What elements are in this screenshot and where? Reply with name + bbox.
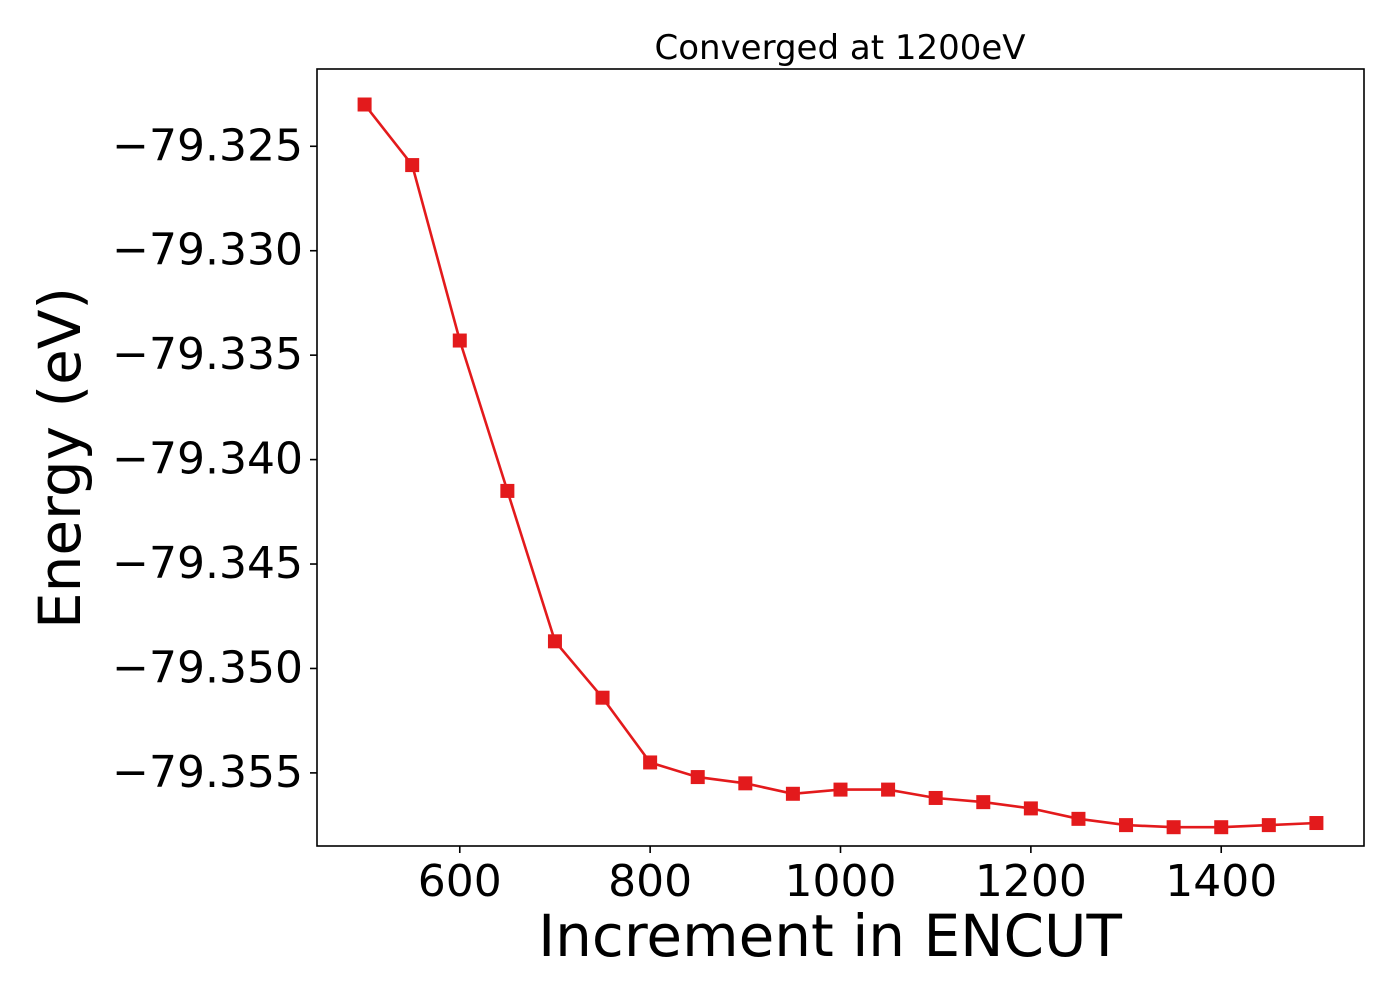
y-tick-label: −79.345: [112, 538, 303, 589]
y-tick-label: −79.325: [112, 120, 303, 171]
y-tick-label: −79.330: [112, 225, 303, 276]
data-point: [595, 690, 610, 705]
data-point: [547, 634, 562, 649]
data-point: [500, 483, 515, 498]
chart-title: Converged at 1200eV: [654, 28, 1025, 68]
data-point: [1071, 811, 1086, 826]
x-axis-label: Increment in ENCUT: [538, 902, 1122, 970]
data-point: [976, 795, 991, 810]
y-axis-label: Energy (eV): [26, 287, 94, 629]
x-tick-label: 800: [608, 856, 692, 907]
data-point: [738, 776, 753, 791]
data-point: [1261, 818, 1276, 833]
x-tick-label: 1400: [1165, 856, 1277, 907]
y-axis: −79.325 −79.330 −79.335 −79.340 −79.345 −79.3…: [112, 120, 317, 798]
data-point: [1166, 820, 1181, 835]
data-point: [1119, 818, 1134, 833]
series-line: [363, 103, 1317, 829]
data-point: [1023, 801, 1038, 816]
data-point: [690, 770, 705, 785]
y-tick-label: −79.340: [112, 434, 303, 485]
data-point: [785, 786, 800, 801]
y-tick-label: −79.355: [112, 747, 303, 798]
data-point: [357, 97, 372, 112]
plot-frame: [316, 68, 1365, 847]
data-point: [928, 790, 943, 805]
x-tick-label: 1000: [785, 856, 897, 907]
data-point: [1214, 820, 1229, 835]
data-point: [452, 333, 467, 348]
data-point: [881, 782, 896, 797]
series-layer: [357, 97, 1324, 835]
x-axis: 600 800 1000 1200 1400: [418, 846, 1277, 907]
y-tick-label: −79.350: [112, 642, 303, 693]
data-point: [1309, 816, 1324, 831]
data-point: [643, 755, 658, 770]
data-point: [405, 158, 420, 173]
data-point: [833, 782, 848, 797]
x-tick-label: 1200: [975, 856, 1087, 907]
x-tick-label: 600: [418, 856, 502, 907]
y-tick-label: −79.335: [112, 329, 303, 380]
